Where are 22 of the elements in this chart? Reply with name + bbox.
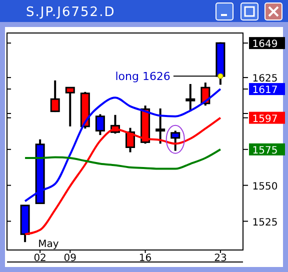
y-tick-label: 1617 — [252, 85, 278, 96]
chart-title: S.JP.J6752.D — [26, 5, 116, 20]
x-tick-label: 23 — [214, 253, 227, 264]
y-tick-label: 1550 — [252, 181, 278, 192]
annotation: May — [38, 239, 59, 250]
candlestick — [186, 83, 196, 112]
candlestick — [95, 113, 105, 136]
y-tick-label: 1597 — [252, 114, 278, 125]
x-tick-label: 02 — [34, 253, 46, 264]
line-series — [24, 148, 222, 170]
annotation: long 1626 — [115, 70, 170, 84]
y-tick-label: 1575 — [252, 145, 278, 156]
candlestick — [170, 130, 180, 152]
candlestick — [65, 86, 75, 128]
y-tick-label: 1625 — [252, 74, 278, 85]
y-tick-label: 1649 — [252, 39, 278, 50]
candlestick — [156, 107, 166, 145]
y-tick-label: 1525 — [252, 217, 278, 228]
x-tick-label: 16 — [138, 253, 152, 264]
candlestick — [50, 79, 60, 114]
line-series — [24, 88, 222, 202]
x-tick-label: 09 — [64, 253, 76, 264]
